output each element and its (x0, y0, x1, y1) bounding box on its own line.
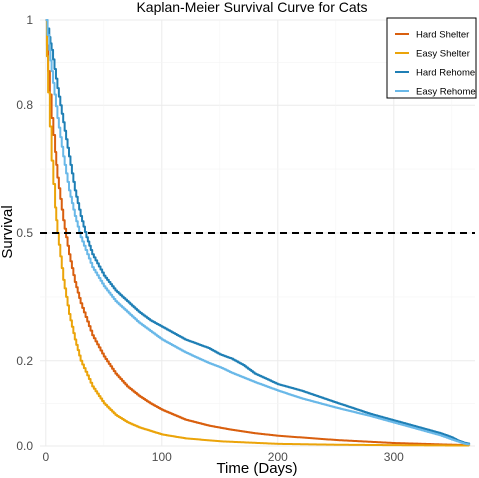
tick-labels: 0 100 200 300 0.0 0.2 0.5 0.8 1 (16, 13, 404, 464)
y-tick-label: 0.5 (16, 226, 33, 240)
legend-label: Easy Rehome (416, 87, 476, 98)
y-axis-title: Survival (0, 205, 16, 258)
series-line-hard-shelter (45, 19, 471, 447)
chart-title: Kaplan-Meier Survival Curve for Cats (136, 0, 367, 15)
x-tick-label: 300 (384, 450, 404, 464)
series-line-easy-shelter (45, 19, 471, 447)
series-line-hard-rehome (45, 19, 471, 445)
series-group (45, 19, 471, 447)
legend-label: Hard Rehome (416, 68, 475, 79)
legend-label: Hard Shelter (416, 30, 469, 41)
y-tick-label: 0.2 (16, 354, 33, 368)
y-tick-label: 1 (26, 13, 33, 27)
legend: Hard Shelter Easy Shelter Hard Rehome Easy … (386, 17, 477, 99)
x-tick-label: 0 (42, 450, 49, 464)
x-axis-title: Time (Days) (216, 460, 297, 477)
x-tick-label: 100 (152, 450, 172, 464)
y-tick-label: 0.0 (16, 439, 33, 453)
legend-label: Easy Shelter (416, 49, 470, 60)
x-tick-label: 200 (268, 450, 288, 464)
series-line-easy-rehome (45, 19, 471, 446)
y-tick-label: 0.8 (16, 98, 33, 112)
legend-box (386, 17, 477, 99)
